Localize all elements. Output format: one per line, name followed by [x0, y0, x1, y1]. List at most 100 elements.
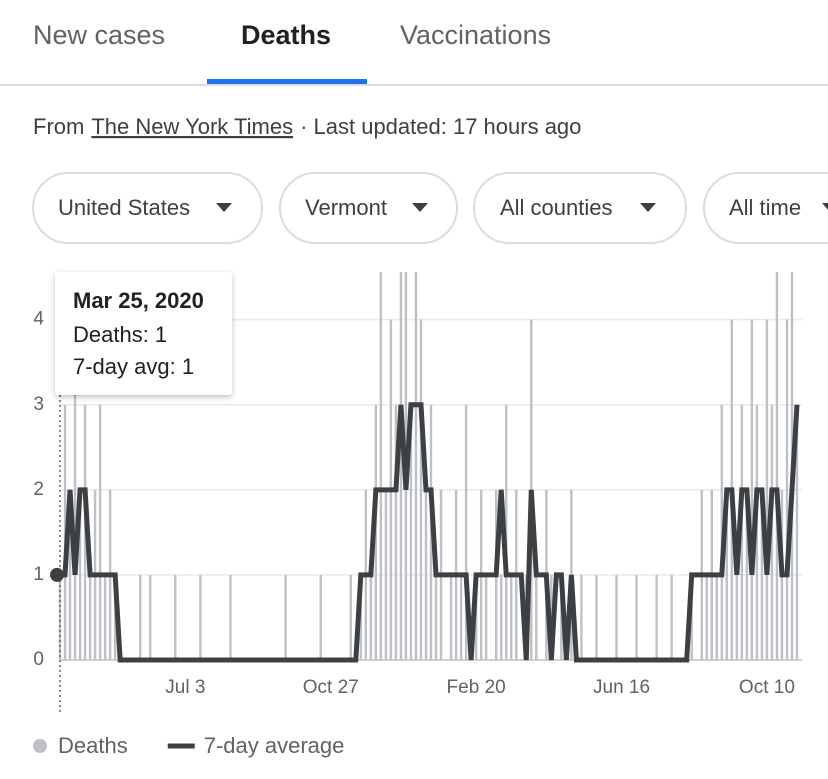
- bar: [655, 574, 658, 660]
- bar: [88, 574, 92, 660]
- bar: [464, 404, 468, 660]
- filters: United States Vermont All counties All t…: [32, 172, 828, 244]
- chip[interactable]: [703, 172, 828, 244]
- bar: [449, 574, 453, 660]
- source-line: From The New York Times · Last updated: 17…: [33, 114, 581, 139]
- legend-label: 7-day average: [204, 733, 345, 758]
- chip-arrow: [640, 203, 656, 212]
- bar: [429, 404, 433, 660]
- bar: [510, 574, 513, 660]
- lines: [60, 402, 800, 663]
- bar: [459, 574, 463, 660]
- tab-indicator: [207, 79, 367, 84]
- legend-swatch: [33, 739, 47, 753]
- bar: [560, 574, 563, 660]
- y-tick-label: 1: [33, 564, 44, 585]
- bar: [750, 319, 754, 660]
- bar: [83, 404, 87, 660]
- bar: [63, 404, 67, 660]
- bar: [670, 574, 673, 660]
- x-tick-label: Oct 10: [739, 677, 795, 698]
- hover-dot: [50, 567, 64, 582]
- bar: [424, 489, 428, 660]
- chip[interactable]: [473, 172, 687, 244]
- bar: [550, 574, 553, 660]
- bar: [725, 489, 729, 660]
- chip-label[interactable]: United States: [58, 195, 190, 220]
- bar: [735, 574, 739, 660]
- bar: [580, 574, 583, 660]
- bar: [139, 574, 142, 660]
- bar: [73, 319, 77, 660]
- bar: [484, 574, 488, 660]
- bar: [384, 489, 388, 660]
- hover-point: [50, 567, 64, 582]
- bar: [474, 574, 478, 660]
- y-tick-label: 2: [33, 479, 44, 500]
- bar: [740, 404, 744, 660]
- bar: [409, 404, 413, 660]
- bar: [229, 574, 232, 660]
- x-tick-label: Feb 20: [447, 677, 506, 698]
- bar: [199, 574, 202, 660]
- bar: [103, 574, 107, 660]
- chip-arrow: [822, 203, 828, 210]
- source-updated: · Last updated: 17 hours ago: [300, 114, 581, 139]
- bar: [595, 574, 598, 660]
- chip-label[interactable]: All counties: [500, 195, 613, 220]
- tooltip: [55, 272, 232, 395]
- bar: [745, 489, 749, 660]
- bar: [394, 404, 398, 660]
- bar: [715, 574, 718, 660]
- y-tick-label: 4: [33, 309, 44, 330]
- legend-label: Deaths: [58, 733, 128, 758]
- bar: [775, 272, 779, 660]
- bar: [720, 404, 723, 660]
- bar: [615, 574, 618, 660]
- bar: [419, 319, 423, 660]
- bar: [535, 574, 538, 660]
- x-tick-label: Jul 3: [165, 677, 205, 698]
- bar: [349, 574, 352, 660]
- tooltip-date: Mar 25, 2020: [73, 288, 204, 313]
- bar: [770, 404, 774, 660]
- source-prefix: From: [33, 114, 84, 139]
- bar: [78, 489, 82, 660]
- y-tick-label: 3: [33, 394, 44, 415]
- tab[interactable]: New cases: [33, 20, 165, 50]
- chip[interactable]: [279, 172, 458, 244]
- bar: [284, 574, 287, 660]
- bar: [319, 574, 322, 660]
- bar: [113, 574, 117, 660]
- y-tick-label: 0: [33, 649, 44, 670]
- bar: [374, 404, 378, 660]
- tab[interactable]: Vaccinations: [400, 20, 551, 50]
- bar: [98, 404, 102, 660]
- chip-arrow: [216, 203, 232, 212]
- bar: [690, 574, 693, 660]
- chip-label[interactable]: Vermont: [305, 195, 387, 220]
- bar: [755, 404, 759, 660]
- bar: [705, 574, 708, 660]
- bar: [499, 574, 503, 660]
- legend: Deaths 7-day average: [33, 733, 344, 758]
- bar: [359, 574, 363, 660]
- bar: [68, 489, 72, 660]
- chip[interactable]: [32, 172, 263, 244]
- x-tick-label: Oct 27: [303, 677, 359, 698]
- tooltip-avg: 7-day avg: 1: [73, 354, 194, 379]
- bar: [760, 489, 764, 660]
- bar: [58, 574, 62, 660]
- line: [60, 402, 800, 663]
- bar: [149, 574, 152, 660]
- bar: [635, 574, 638, 660]
- bar: [505, 404, 508, 660]
- tab-selected[interactable]: Deaths: [241, 20, 331, 50]
- chip-label[interactable]: All time: [729, 195, 801, 220]
- source-link[interactable]: The New York Times: [91, 114, 293, 139]
- bar: [174, 574, 177, 660]
- bar: [369, 574, 373, 660]
- bar: [765, 319, 769, 660]
